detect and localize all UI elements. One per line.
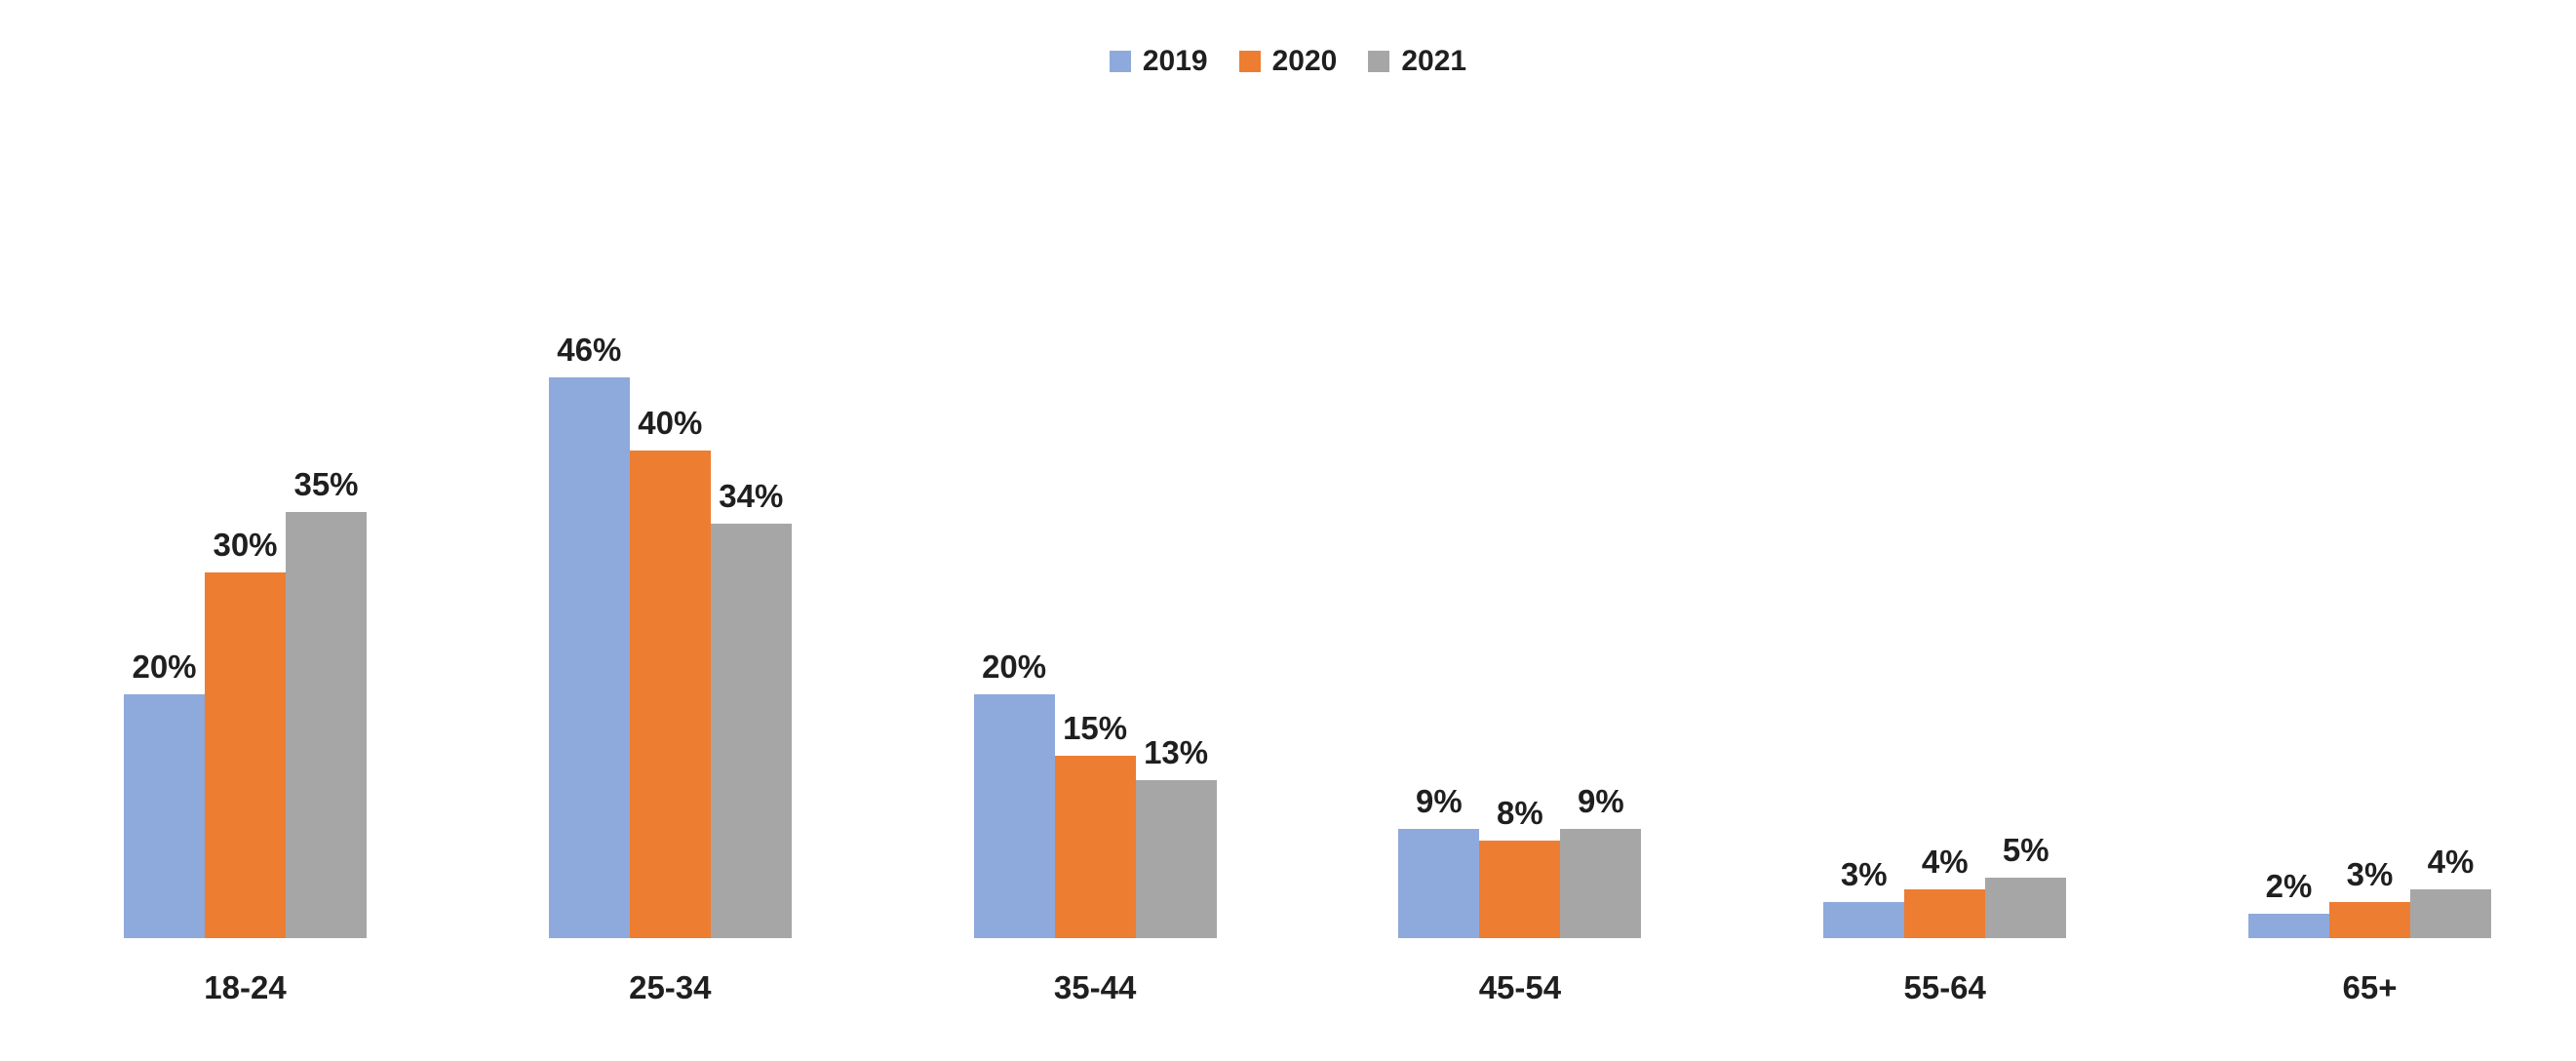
bar-slot: 8% xyxy=(1479,353,1561,938)
bar-group-25-34: 46% 40% 34% 25-34 xyxy=(548,334,792,1003)
bar-2021-35-44 xyxy=(1135,779,1217,938)
value-label: 30% xyxy=(213,527,278,563)
bar-slot: 30% xyxy=(205,353,286,938)
bar-slot: 5% xyxy=(1985,353,2067,938)
category-label: 25-34 xyxy=(629,969,712,1005)
legend-swatch-icon xyxy=(1109,51,1131,72)
bar-chart-plot: 20% 30% 35% 18-24 46% 40% 34% 25-34 20% 15% 13% 35-… xyxy=(124,334,2491,1003)
bar-slot: 40% xyxy=(629,353,711,938)
bar-2020-18-24 xyxy=(205,572,286,938)
value-label: 3% xyxy=(1840,855,1888,892)
category-label: 35-44 xyxy=(1053,969,1137,1005)
value-label: 9% xyxy=(1578,782,1624,819)
category-label: 18-24 xyxy=(204,969,287,1005)
bar-2021-65+ xyxy=(2409,889,2491,938)
category-label: 55-64 xyxy=(1903,969,1986,1005)
category-label: 65+ xyxy=(2342,969,2398,1005)
bar-slot: 3% xyxy=(2328,353,2410,938)
legend-swatch-icon xyxy=(1368,51,1390,72)
value-label: 8% xyxy=(1497,795,1543,831)
value-label: 40% xyxy=(638,405,703,441)
bar-slot: 15% xyxy=(1054,353,1136,938)
bar-slot: 35% xyxy=(286,353,367,938)
bar-2019-35-44 xyxy=(973,694,1055,938)
bar-slot: 2% xyxy=(2247,353,2329,938)
bar-2019-18-24 xyxy=(124,694,205,938)
bar-slot: 9% xyxy=(1398,353,1480,938)
bar-slot: 20% xyxy=(124,353,205,938)
legend-swatch-icon xyxy=(1238,51,1261,72)
bar-slot: 46% xyxy=(548,334,630,938)
bar-2020-55-64 xyxy=(1904,889,1986,938)
bar-2021-18-24 xyxy=(286,511,367,938)
bar-2019-65+ xyxy=(2247,914,2329,938)
bar-group-18-24: 20% 30% 35% 18-24 xyxy=(124,353,367,1003)
bar-group-45-54: 9% 8% 9% 45-54 xyxy=(1398,353,1642,1003)
value-label: 4% xyxy=(1921,844,1969,880)
bar-2020-25-34 xyxy=(629,451,711,938)
bar-slot: 9% xyxy=(1560,353,1642,938)
bar-slot: 20% xyxy=(973,353,1055,938)
bar-2020-45-54 xyxy=(1479,841,1561,938)
value-label: 20% xyxy=(132,648,197,685)
bar-2019-45-54 xyxy=(1398,828,1480,938)
bar-2019-55-64 xyxy=(1823,901,1905,938)
legend-item-2021: 2021 xyxy=(1368,47,1466,76)
bar-slot: 4% xyxy=(1904,353,1986,938)
bar-slot: 13% xyxy=(1135,353,1217,938)
value-label: 46% xyxy=(557,332,622,368)
value-label: 15% xyxy=(1063,709,1128,746)
bar-2021-55-64 xyxy=(1985,877,2067,938)
bar-slot: 4% xyxy=(2409,353,2491,938)
bar-2020-65+ xyxy=(2328,901,2410,938)
legend-label: 2019 xyxy=(1142,45,1208,77)
value-label: 13% xyxy=(1144,733,1209,770)
category-label: 45-54 xyxy=(1478,969,1562,1005)
value-label: 35% xyxy=(293,465,359,502)
bar-group-65+: 2% 3% 4% 65+ xyxy=(2247,353,2491,1003)
legend-label: 2020 xyxy=(1271,45,1338,77)
chart-legend: 2019 2020 2021 xyxy=(0,47,2576,76)
value-label: 34% xyxy=(719,478,784,514)
bar-slot: 3% xyxy=(1823,353,1905,938)
bar-2021-45-54 xyxy=(1560,828,1642,938)
value-label: 3% xyxy=(2346,855,2394,892)
legend-item-2019: 2019 xyxy=(1109,45,1208,77)
legend-label: 2021 xyxy=(1401,45,1467,77)
value-label: 5% xyxy=(2002,831,2049,868)
bar-group-55-64: 3% 4% 5% 55-64 xyxy=(1823,353,2067,1003)
legend-item-2020: 2020 xyxy=(1238,45,1338,77)
value-label: 20% xyxy=(982,648,1047,685)
bar-2021-25-34 xyxy=(710,524,792,938)
value-label: 2% xyxy=(2265,868,2313,904)
bar-group-35-44: 20% 15% 13% 35-44 xyxy=(973,353,1217,1003)
bar-2020-35-44 xyxy=(1054,755,1136,938)
bar-slot: 34% xyxy=(710,353,792,938)
value-label: 9% xyxy=(1416,782,1463,819)
bar-2019-25-34 xyxy=(548,377,630,938)
value-label: 4% xyxy=(2427,844,2475,880)
